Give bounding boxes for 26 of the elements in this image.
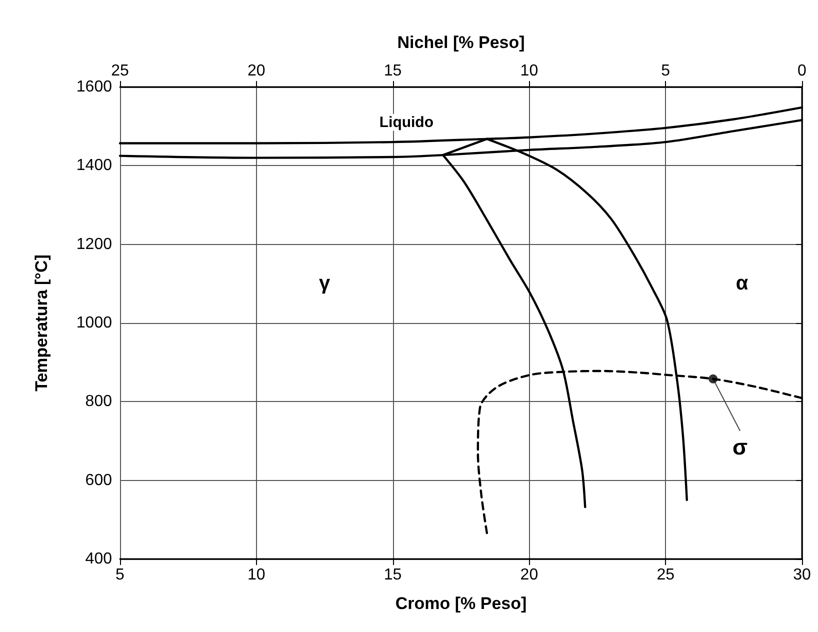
y-tick-label: 1200 bbox=[76, 236, 112, 253]
y-tick-label: 1400 bbox=[76, 157, 112, 174]
annotation: σ bbox=[732, 434, 748, 460]
y-tick-label: 1600 bbox=[76, 78, 112, 96]
y-tick-label: 800 bbox=[85, 393, 112, 410]
y-axis-title: Temperatura [°C] bbox=[32, 254, 51, 392]
y-tick-label: 1000 bbox=[76, 314, 112, 332]
x2-tick-label: 15 bbox=[384, 62, 402, 80]
x2-tick-label: 10 bbox=[520, 62, 538, 80]
x-tick-label: 10 bbox=[248, 566, 266, 584]
x-tick-label: 25 bbox=[656, 566, 675, 584]
y-tick-label: 400 bbox=[85, 550, 112, 568]
x-axis-title: Cromo [% Peso] bbox=[395, 594, 527, 613]
x2-tick-label: 0 bbox=[798, 62, 807, 80]
y-tick-label: 600 bbox=[85, 472, 112, 489]
x2-axis-title: Nichel [% Peso] bbox=[397, 33, 525, 52]
x-tick-label: 5 bbox=[116, 566, 125, 584]
annotation: γ bbox=[319, 272, 332, 295]
annotation: Liquido bbox=[379, 114, 434, 131]
annotation: α bbox=[736, 272, 749, 295]
x-tick-label: 30 bbox=[793, 566, 811, 584]
x2-tick-label: 5 bbox=[661, 62, 670, 80]
x-tick-label: 15 bbox=[384, 566, 402, 584]
x2-tick-label: 25 bbox=[111, 62, 129, 80]
x2-tick-label: 20 bbox=[248, 62, 266, 80]
x-tick-label: 20 bbox=[520, 566, 538, 584]
